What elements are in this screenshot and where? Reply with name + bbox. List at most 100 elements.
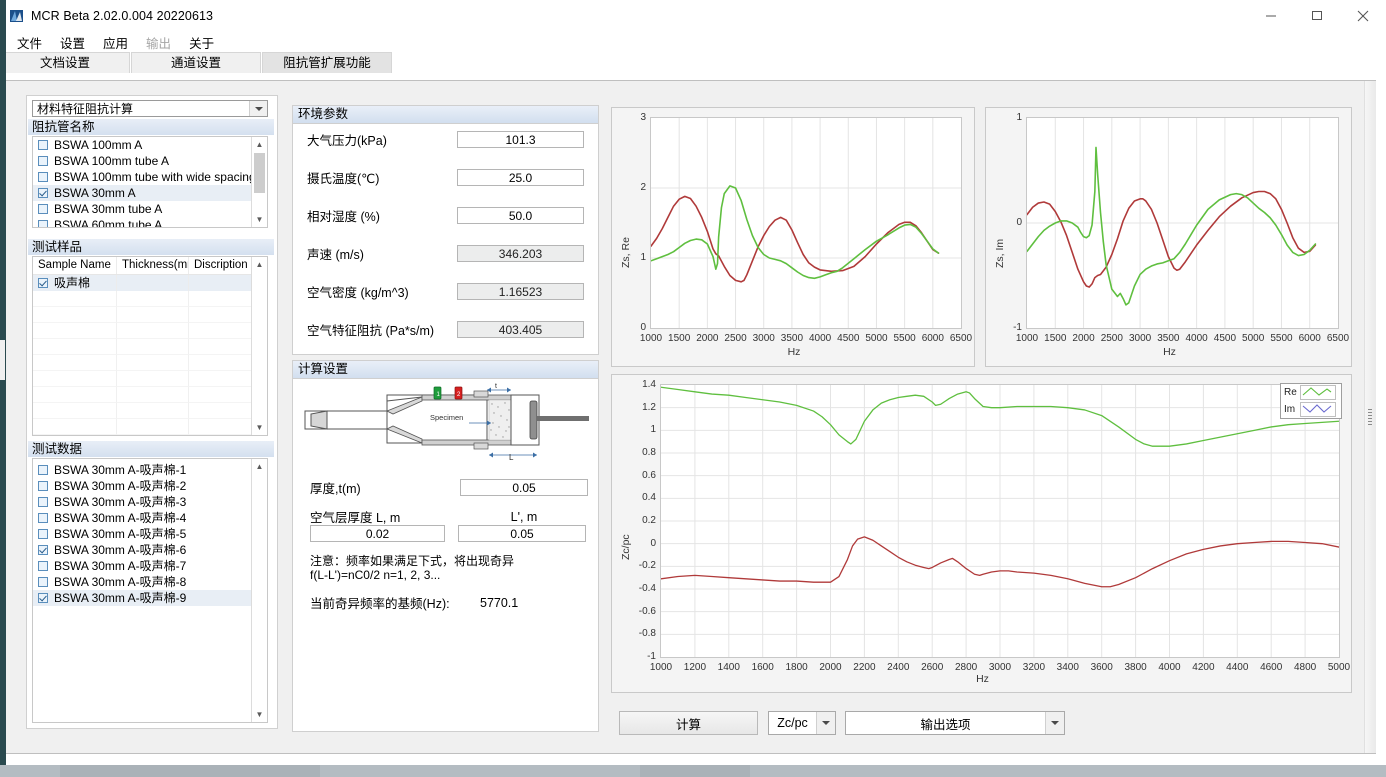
close-button[interactable]: [1340, 0, 1386, 31]
chart-zc-rho-c[interactable]: Zc/pc -1 -0.8 -0.6 -0.4 -0.2 0 0.2 0.4 0.6 0.8 1 1.…: [611, 374, 1352, 693]
scrollbar-thumb[interactable]: [254, 153, 265, 193]
list-item-label: BSWA 30mm A: [54, 186, 136, 200]
scroll-down-icon[interactable]: ▼: [255, 215, 264, 224]
table-row[interactable]: [33, 371, 267, 387]
air-layer2-input[interactable]: 0.05: [458, 525, 586, 542]
table-cell: [189, 339, 253, 355]
sample-table-scrollbar[interactable]: ▲ ▼: [251, 257, 267, 435]
checkbox-icon[interactable]: [38, 156, 48, 166]
checkbox-icon[interactable]: [38, 140, 48, 150]
scroll-up-icon[interactable]: ▲: [255, 462, 264, 471]
table-row[interactable]: [33, 403, 267, 419]
list-item[interactable]: BSWA 30mm A: [33, 185, 251, 201]
table-row[interactable]: [33, 291, 267, 307]
checkbox-icon[interactable]: [38, 465, 48, 475]
list-item-label: BSWA 30mm tube A: [54, 202, 163, 216]
checkbox-icon[interactable]: [38, 278, 48, 288]
output-options-select[interactable]: 输出选项: [845, 711, 1065, 735]
list-item[interactable]: BSWA 60mm tube A: [33, 217, 251, 227]
table-cell: [33, 371, 117, 387]
data-list-scrollbar[interactable]: ▲ ▼: [251, 459, 267, 722]
menu-item-apply[interactable]: 应用: [103, 36, 129, 51]
menu-item-about[interactable]: 关于: [189, 36, 215, 51]
tab-channel-settings[interactable]: 通道设置: [131, 52, 261, 74]
env-field-value[interactable]: 25.0: [457, 169, 584, 186]
list-item[interactable]: BSWA 100mm A: [33, 137, 251, 153]
checkbox-icon[interactable]: [38, 188, 48, 198]
right-splitter[interactable]: [1364, 81, 1376, 753]
list-item[interactable]: BSWA 100mm tube A: [33, 153, 251, 169]
table-row[interactable]: [33, 419, 267, 435]
x-tick-label: 6500: [949, 333, 973, 344]
checkbox-icon[interactable]: [38, 593, 48, 603]
tube-list-scrollbar[interactable]: ▲ ▼: [251, 137, 267, 227]
table-cell: [189, 323, 253, 339]
thickness-input[interactable]: 0.05: [460, 479, 588, 496]
list-item[interactable]: BSWA 30mm A-吸声棉-7: [33, 558, 251, 574]
y-tick-label: 2: [640, 182, 646, 193]
table-row[interactable]: [33, 339, 267, 355]
tab-impedance-tube-extension[interactable]: 阻抗管扩展功能: [262, 52, 392, 74]
table-cell: [117, 339, 189, 355]
list-item[interactable]: BSWA 30mm A-吸声棉-9: [33, 590, 251, 606]
chevron-down-icon[interactable]: [816, 712, 835, 734]
y-tick-label: 1.2: [642, 401, 656, 413]
checkbox-icon[interactable]: [38, 497, 48, 507]
list-item[interactable]: BSWA 30mm A-吸声棉-3: [33, 494, 251, 510]
maximize-button[interactable]: [1294, 0, 1340, 31]
env-field-label: 声速 (m/s): [307, 248, 364, 262]
tab-document-settings[interactable]: 文档设置: [0, 52, 130, 74]
calculation-mode-combo[interactable]: 材料特征阻抗计算: [32, 100, 268, 117]
env-field-value[interactable]: 50.0: [457, 207, 584, 224]
list-item[interactable]: BSWA 30mm A-吸声棉-8: [33, 574, 251, 590]
checkbox-icon[interactable]: [38, 561, 48, 571]
list-item[interactable]: BSWA 30mm A-吸声棉-4: [33, 510, 251, 526]
menu-item-file[interactable]: 文件: [17, 36, 43, 51]
checkbox-icon[interactable]: [38, 172, 48, 182]
checkbox-icon[interactable]: [38, 204, 48, 214]
chart-zs-im-xlabel: Hz: [1163, 346, 1176, 358]
tube-list[interactable]: BSWA 100mm A BSWA 100mm tube A BSWA 100m…: [32, 136, 268, 228]
legend-entry-im: Im: [1281, 401, 1341, 418]
table-row[interactable]: 吸声棉: [33, 275, 267, 291]
list-item[interactable]: BSWA 30mm A-吸声棉-1: [33, 462, 251, 478]
sample-table[interactable]: Sample Name Thickness(mm) Discription 吸声…: [32, 256, 268, 436]
table-row[interactable]: [33, 355, 267, 371]
chart-zs-im-ylabel: Zs, Im: [994, 238, 1006, 268]
list-item[interactable]: BSWA 30mm A-吸声棉-6: [33, 542, 251, 558]
env-field-label: 相对湿度 (%): [307, 210, 380, 224]
table-row[interactable]: [33, 307, 267, 323]
list-item[interactable]: BSWA 100mm tube with wide spacing: [33, 169, 256, 185]
table-row[interactable]: [33, 323, 267, 339]
menu-item-settings[interactable]: 设置: [60, 36, 86, 51]
checkbox-icon[interactable]: [38, 220, 48, 227]
air-layer-input[interactable]: 0.02: [310, 525, 445, 542]
checkbox-icon[interactable]: [38, 545, 48, 555]
table-cell: [33, 387, 117, 403]
splitter-grip-icon: [1368, 409, 1372, 425]
scroll-down-icon[interactable]: ▼: [255, 423, 264, 432]
chart-zs-im[interactable]: Zs, Im -1 0 1 1000 1500 2000 2500 3000 3500 4000…: [985, 107, 1352, 367]
checkbox-icon[interactable]: [38, 481, 48, 491]
table-row[interactable]: [33, 387, 267, 403]
list-item[interactable]: BSWA 30mm tube A: [33, 201, 251, 217]
env-field-row: 大气压力(kPa) 101.3: [307, 130, 595, 149]
data-list[interactable]: BSWA 30mm A-吸声棉-1 BSWA 30mm A-吸声棉-2 BSWA 3…: [32, 458, 268, 723]
x-tick-label: 2000: [1072, 333, 1095, 344]
minimize-button[interactable]: [1248, 0, 1294, 31]
checkbox-icon[interactable]: [38, 513, 48, 523]
quantity-select[interactable]: Zc/pc: [768, 711, 836, 735]
scroll-down-icon[interactable]: ▼: [255, 710, 264, 719]
scroll-up-icon[interactable]: ▲: [255, 140, 264, 149]
list-item[interactable]: BSWA 30mm A-吸声棉-5: [33, 526, 251, 542]
scroll-up-icon[interactable]: ▲: [255, 260, 264, 269]
table-cell: [189, 371, 253, 387]
chevron-down-icon[interactable]: [1045, 712, 1064, 734]
env-field-row: 空气特征阻抗 (Pa*s/m) 403.405: [307, 320, 595, 339]
calculate-button[interactable]: 计算: [619, 711, 758, 735]
checkbox-icon[interactable]: [38, 577, 48, 587]
env-field-value[interactable]: 101.3: [457, 131, 584, 148]
checkbox-icon[interactable]: [38, 529, 48, 539]
list-item[interactable]: BSWA 30mm A-吸声棉-2: [33, 478, 251, 494]
